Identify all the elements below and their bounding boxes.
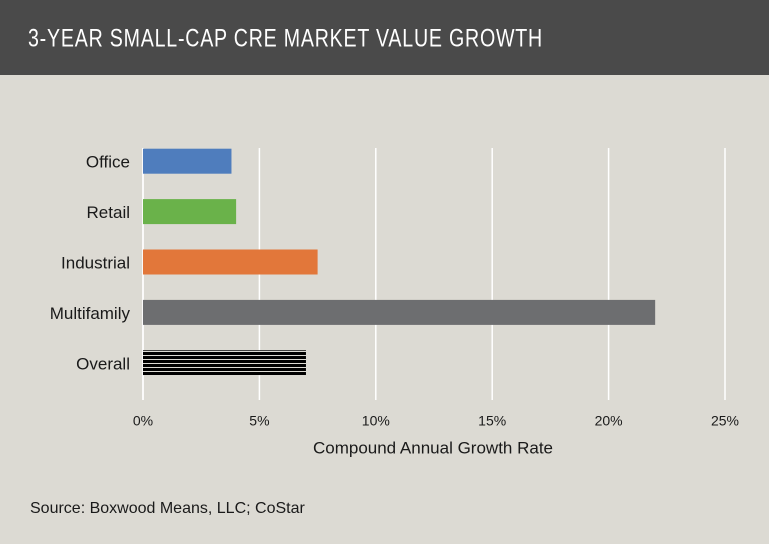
x-tick-label: 10% bbox=[362, 413, 390, 429]
header-band bbox=[0, 0, 769, 75]
chart-title: 3-YEAR SMALL-CAP CRE MARKET VALUE GROWTH bbox=[28, 25, 543, 53]
y-tick-label: Industrial bbox=[61, 253, 130, 272]
y-tick-label: Office bbox=[86, 153, 130, 172]
bar bbox=[143, 299, 656, 325]
x-tick-label: 20% bbox=[595, 413, 623, 429]
x-tick-label: 5% bbox=[249, 413, 269, 429]
bar bbox=[143, 199, 237, 225]
y-tick-label: Retail bbox=[87, 203, 130, 222]
y-tick-label: Overall bbox=[76, 354, 130, 373]
source: Source: Boxwood Means, LLC; CoStar bbox=[30, 500, 305, 517]
bar bbox=[143, 350, 306, 376]
x-tick-label: 15% bbox=[478, 413, 506, 429]
x-tick-label: 25% bbox=[711, 413, 739, 429]
x-tick-label: 0% bbox=[133, 413, 153, 429]
y-tick-label: Multifamily bbox=[50, 304, 131, 323]
x-axis-label: Compound Annual Growth Rate bbox=[313, 438, 553, 457]
bar bbox=[143, 249, 318, 275]
bar bbox=[143, 148, 232, 174]
